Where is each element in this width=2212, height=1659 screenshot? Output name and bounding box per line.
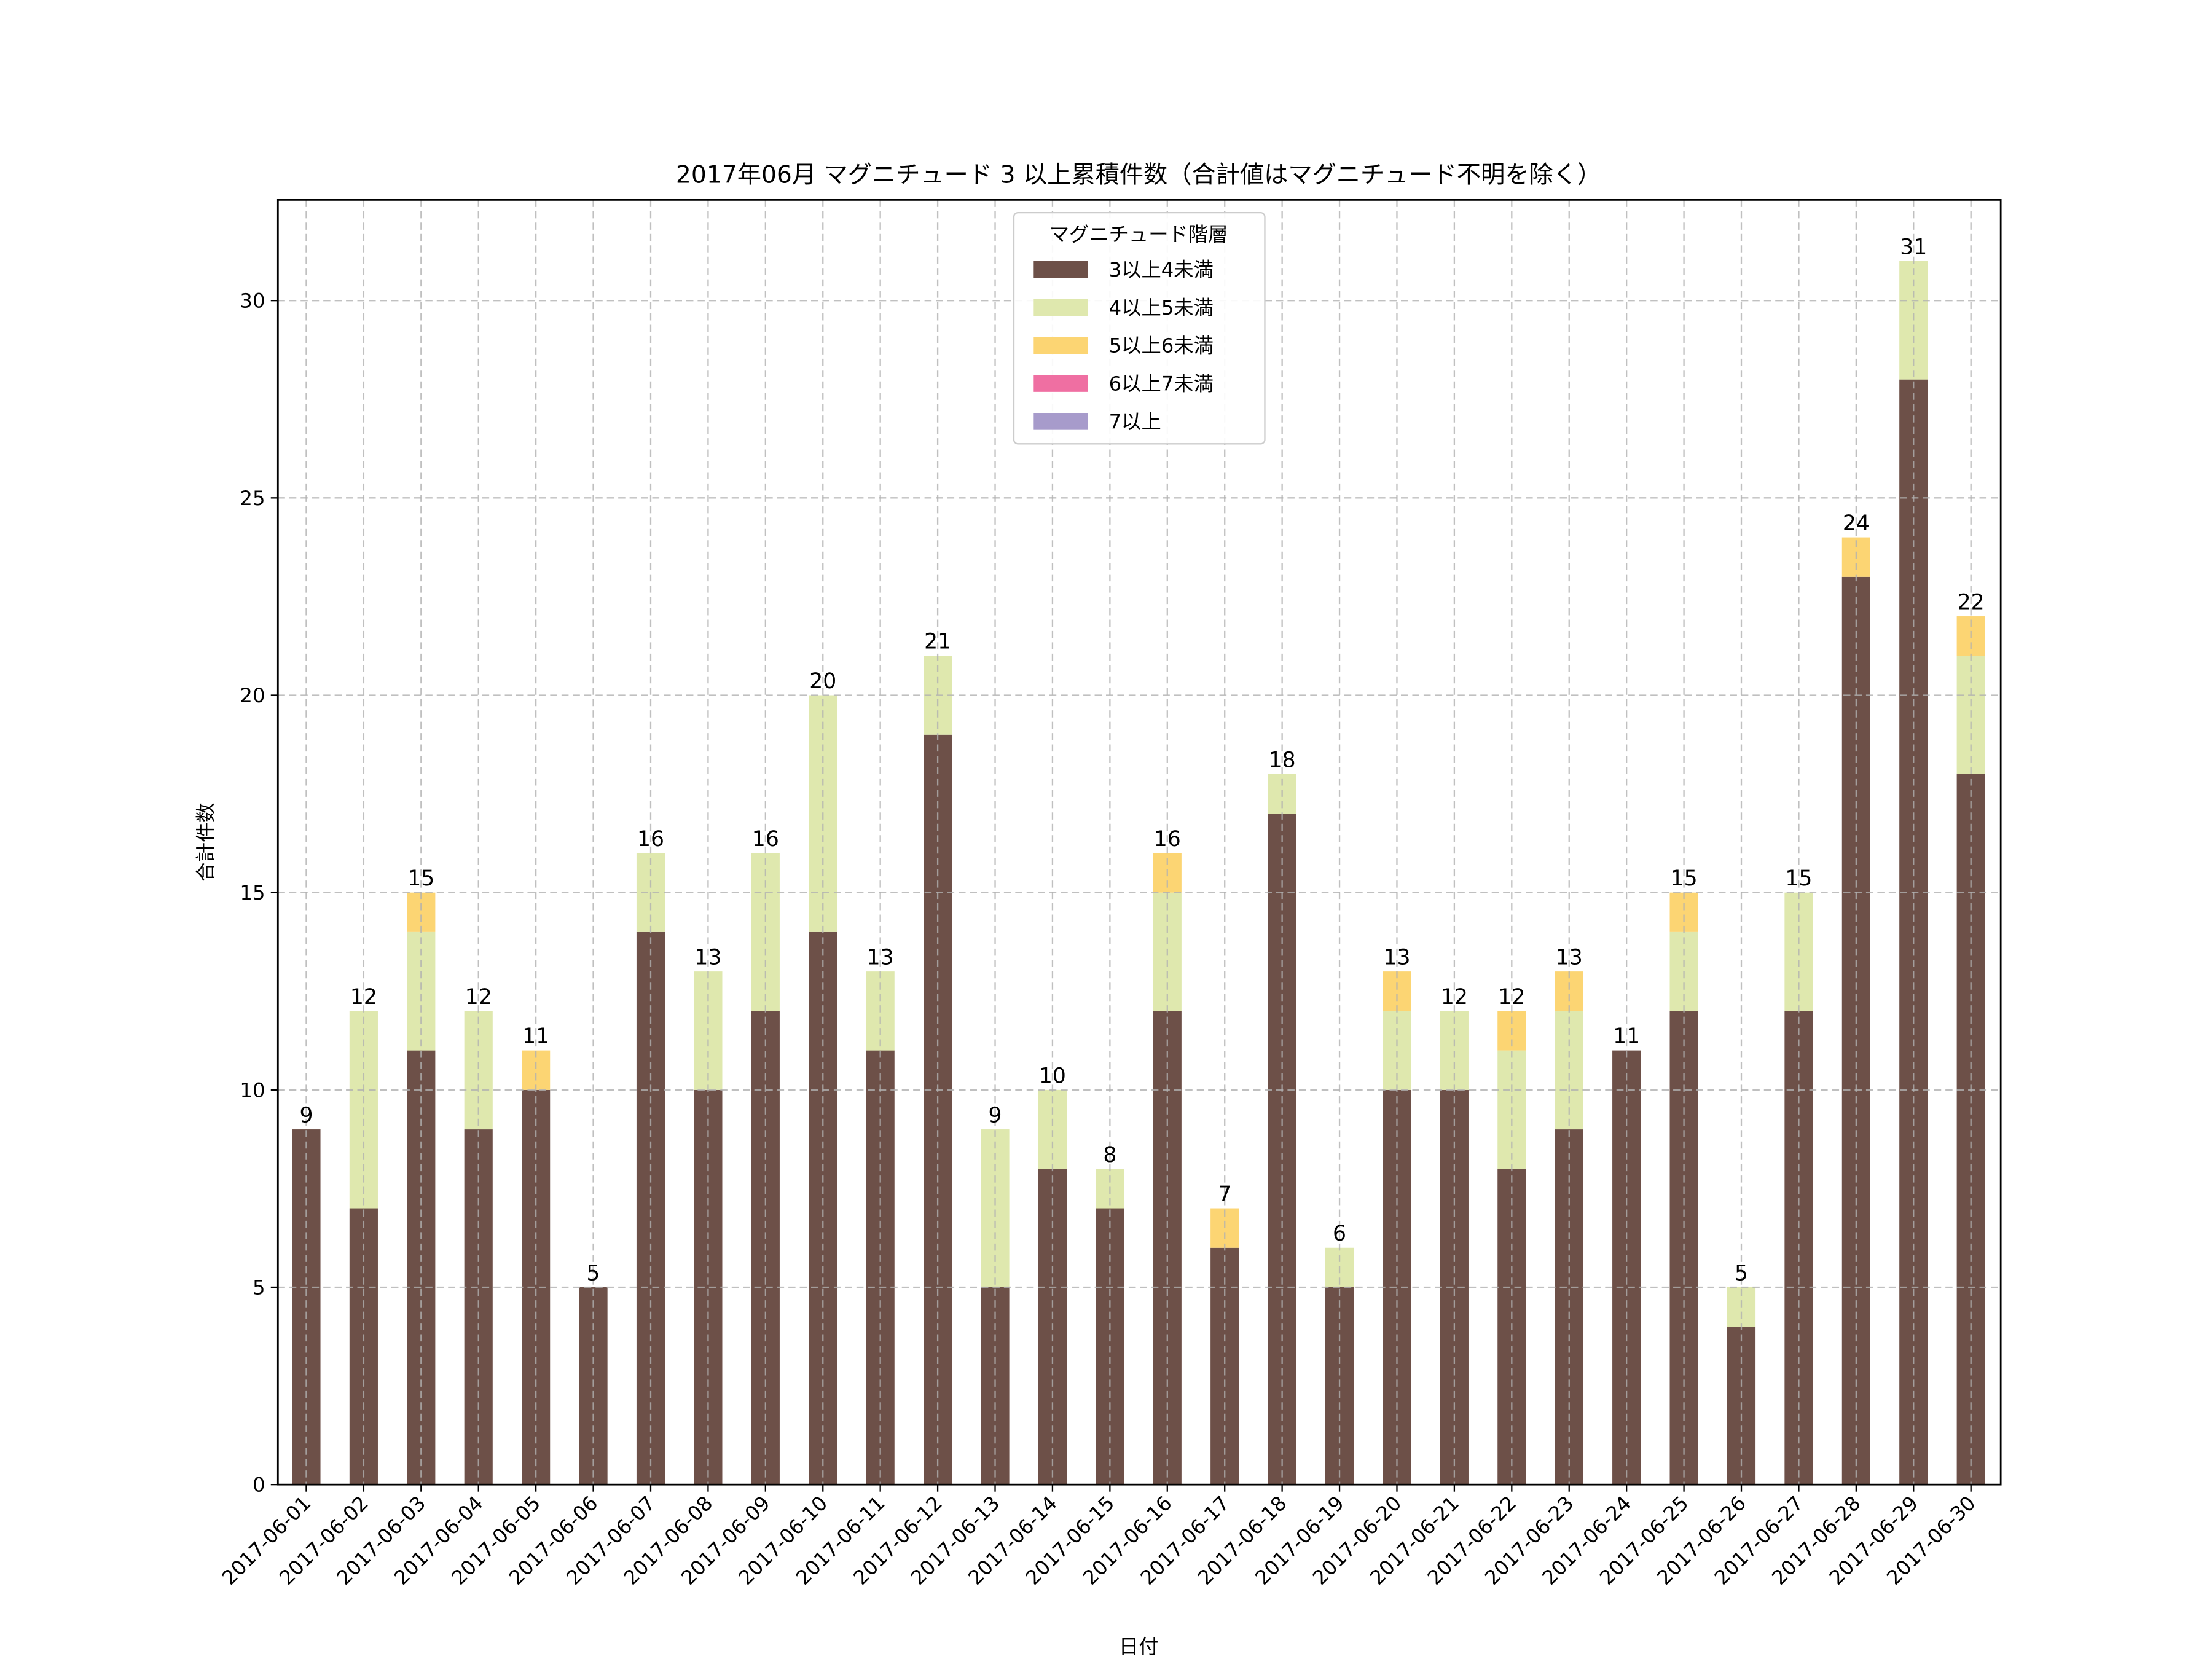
total-label: 13 — [867, 946, 894, 970]
y-tick-label: 15 — [240, 881, 265, 904]
y-tick-label: 30 — [240, 289, 265, 313]
bar-segment — [407, 892, 436, 932]
legend-label: 3以上4未満 — [1109, 258, 1214, 281]
total-label: 10 — [1039, 1064, 1066, 1088]
total-label: 12 — [1498, 985, 1525, 1010]
total-label: 12 — [465, 985, 492, 1010]
total-label: 15 — [1671, 866, 1698, 891]
legend-label: 6以上7未満 — [1109, 372, 1214, 396]
total-label: 15 — [407, 866, 434, 891]
total-label: 20 — [809, 669, 836, 694]
total-label: 5 — [1735, 1261, 1748, 1285]
y-tick-label: 5 — [253, 1276, 265, 1300]
total-label: 12 — [350, 985, 377, 1010]
legend-swatch — [1033, 337, 1088, 354]
total-label: 18 — [1269, 748, 1296, 772]
bar-segment — [809, 931, 837, 1485]
total-label: 22 — [1958, 590, 1985, 614]
total-label: 24 — [1843, 511, 1870, 536]
total-label: 13 — [1556, 946, 1583, 970]
plot-frame — [276, 199, 2002, 1486]
legend-label: 4以上5未満 — [1109, 296, 1214, 320]
total-label: 13 — [1383, 946, 1410, 970]
total-label: 9 — [299, 1104, 313, 1128]
chart-title: 2017年06月 マグニチュード 3 以上累積件数（合計値はマグニチュード不明を… — [676, 162, 1601, 189]
legend-swatch — [1033, 375, 1088, 392]
legend-label: 5以上6未満 — [1109, 334, 1214, 358]
legend-label: 7以上 — [1109, 410, 1161, 433]
y-axis-label: 合計件数 — [194, 802, 218, 882]
total-label: 11 — [1613, 1024, 1640, 1049]
data-labels: 9 12 15 12 11 5 16 13 16 20 13 21 9 10 8 16 7 18 6 13 12 12 13… — [299, 235, 1984, 1285]
total-label: 8 — [1103, 1143, 1116, 1167]
total-label: 16 — [752, 827, 779, 852]
y-tick-label: 25 — [240, 487, 265, 510]
y-tick-label: 10 — [240, 1078, 265, 1102]
x-axis-label: 日付 — [1119, 1635, 1159, 1658]
total-label: 11 — [522, 1024, 549, 1049]
legend: マグニチュード階層 3以上4未満 4以上5未満 5以上6未満 6以上7未満 7以上 — [1013, 211, 1266, 445]
total-label: 13 — [694, 946, 721, 970]
legend-swatch — [1033, 299, 1088, 316]
y-tick-label: 0 — [253, 1473, 265, 1497]
legend-title: マグニチュード階層 — [1049, 222, 1228, 246]
total-label: 9 — [989, 1104, 1002, 1128]
bar-segment — [636, 931, 665, 1485]
total-label: 15 — [1785, 866, 1812, 891]
total-label: 12 — [1441, 985, 1468, 1010]
total-label: 7 — [1218, 1182, 1231, 1207]
legend-swatch — [1033, 261, 1088, 278]
total-label: 6 — [1333, 1222, 1346, 1246]
total-label: 5 — [587, 1261, 600, 1285]
y-axis-ticks: 0 5 10 15 20 25 30 — [240, 289, 278, 1497]
total-label: 16 — [637, 827, 664, 852]
legend-box — [1013, 211, 1266, 445]
total-label: 21 — [924, 630, 951, 654]
y-tick-label: 20 — [240, 684, 265, 707]
bar-segment — [1669, 892, 1698, 932]
legend-swatch — [1033, 413, 1088, 430]
total-label: 31 — [1900, 235, 1927, 259]
total-label: 16 — [1154, 827, 1181, 852]
grid — [278, 200, 2001, 1486]
